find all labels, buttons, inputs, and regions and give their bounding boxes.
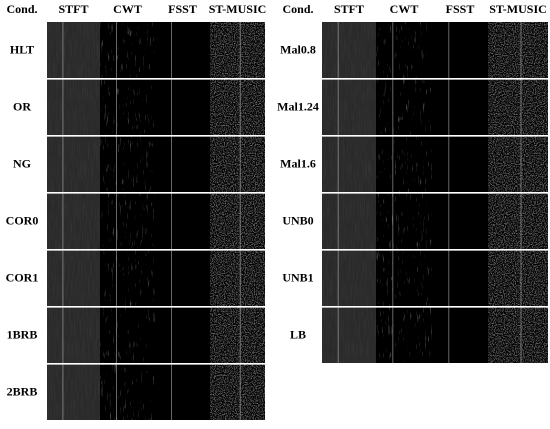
spectrogram-image	[376, 193, 432, 249]
spectrogram-image	[432, 22, 488, 78]
spectrogram-image	[432, 250, 488, 306]
row-label: OR	[13, 99, 31, 113]
spectrogram-image	[100, 250, 155, 306]
spectrogram-image	[100, 136, 155, 192]
row-label: LB	[290, 327, 306, 341]
spectrogram-image	[322, 307, 376, 363]
row-label: UNB0	[282, 213, 313, 227]
column-header: FSST	[446, 2, 475, 16]
spectrogram-image	[322, 22, 376, 78]
row-label: Mal1.6	[280, 156, 316, 170]
spectrogram-image	[322, 250, 376, 306]
row-label: 2BRB	[7, 384, 38, 398]
spectrogram-image	[376, 307, 432, 363]
spectrogram-image	[47, 136, 100, 192]
column-header: CWT	[113, 2, 142, 16]
spectrogram-image	[322, 136, 376, 192]
spectrogram-image	[47, 22, 100, 78]
spectrogram-image	[322, 79, 376, 135]
spectrogram-image	[210, 22, 265, 78]
spectrogram-image	[488, 193, 548, 249]
row-label: 1BRB	[7, 327, 38, 341]
row-label: COR1	[6, 270, 39, 284]
spectrogram-image	[376, 250, 432, 306]
row-label: Mal0.8	[280, 42, 316, 56]
spectrogram-image	[210, 364, 265, 420]
spectrogram-image	[488, 307, 548, 363]
spectrogram-image	[100, 364, 155, 420]
spectrogram-image	[488, 79, 548, 135]
left-panel: Cond. STFT CWT FSST ST-MUSIC HLT OR NG COR0 COR1 1…	[6, 2, 267, 420]
spectrogram-image	[432, 79, 488, 135]
row-label: UNB1	[282, 270, 313, 284]
spectrogram-image	[100, 79, 155, 135]
spectrogram-image	[210, 136, 265, 192]
spectrogram-image	[155, 364, 210, 420]
row-label: COR0	[6, 213, 39, 227]
spectrogram-image	[47, 193, 100, 249]
spectrogram-image	[155, 250, 210, 306]
spectrogram-image	[432, 193, 488, 249]
spectrogram-image	[47, 79, 100, 135]
column-header: ST-MUSIC	[489, 2, 547, 16]
spectrogram-image	[210, 307, 265, 363]
spectrogram-image	[210, 193, 265, 249]
spectrogram-image	[47, 364, 100, 420]
column-header: FSST	[168, 2, 197, 16]
column-header-cond: Cond.	[6, 2, 37, 16]
spectrogram-image	[210, 79, 265, 135]
spectrogram-image	[432, 307, 488, 363]
spectrogram-image	[488, 136, 548, 192]
spectrogram-image	[47, 307, 100, 363]
spectrogram-image	[376, 22, 432, 78]
column-header: STFT	[334, 2, 364, 16]
spectrogram-image	[322, 193, 376, 249]
column-header-cond: Cond.	[282, 2, 313, 16]
spectrogram-image	[155, 22, 210, 78]
row-label: HLT	[10, 42, 34, 56]
column-header: ST-MUSIC	[209, 2, 267, 16]
spectrogram-image	[432, 136, 488, 192]
spectrogram-image	[210, 250, 265, 306]
spectrogram-image	[488, 250, 548, 306]
spectrogram-image	[155, 193, 210, 249]
spectrogram-image	[376, 136, 432, 192]
spectrogram-image	[376, 79, 432, 135]
spectrogram-image	[488, 22, 548, 78]
right-panel: Cond. STFT CWT FSST ST-MUSIC Mal0.8 Mal1.24 Mal…	[277, 2, 548, 363]
spectrogram-image	[100, 307, 155, 363]
spectrogram-image	[155, 136, 210, 192]
spectrogram-image	[155, 307, 210, 363]
spectrogram-image	[47, 250, 100, 306]
spectrogram-image	[100, 22, 155, 78]
row-label: NG	[13, 156, 31, 170]
spectrogram-image	[155, 79, 210, 135]
spectrogram-image	[100, 193, 155, 249]
column-header: CWT	[390, 2, 419, 16]
row-label: Mal1.24	[277, 99, 319, 113]
column-header: STFT	[58, 2, 88, 16]
